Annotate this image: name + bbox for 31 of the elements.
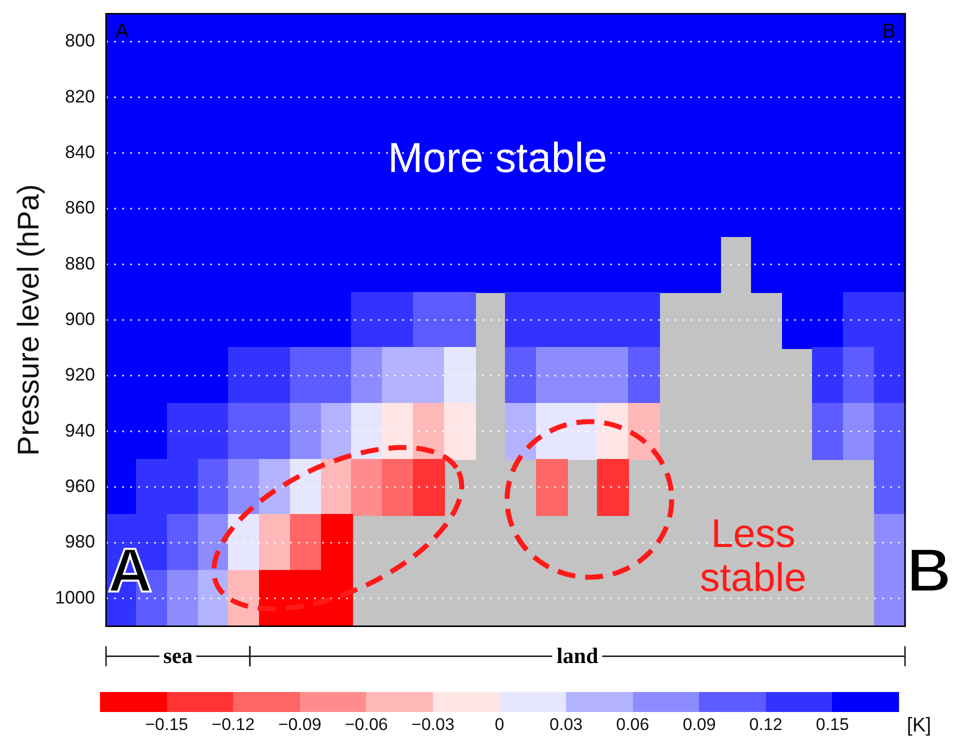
- annotation: More stable: [388, 134, 608, 182]
- text: land: [552, 643, 602, 670]
- y-tick-label: 880: [64, 253, 96, 274]
- color-bar-label: −0.15: [145, 715, 188, 736]
- annotation: A: [115, 20, 129, 44]
- y-axis-title: Pressure level (hPa): [12, 184, 46, 456]
- y-tick-label: 860: [64, 198, 96, 218]
- color-bar-label: −0.12: [212, 715, 255, 736]
- color-bar-label: 0: [494, 715, 504, 736]
- annotation: Less stable: [700, 512, 807, 600]
- color-bar-label: 0.03: [550, 715, 583, 736]
- y-tick-label: 980: [64, 532, 96, 552]
- color-bar-label: −0.09: [278, 715, 322, 736]
- y-tick-label: 800: [64, 30, 96, 51]
- color-bar-label: 0.15: [816, 715, 849, 736]
- y-tick-label: 940: [64, 420, 96, 440]
- color-bar-label: −0.03: [411, 715, 454, 736]
- y-tick-label: 900: [64, 308, 96, 329]
- color-bar-title: [K]: [906, 714, 932, 738]
- y-tick-label: 920: [64, 364, 96, 385]
- y-tick-label: 840: [64, 142, 96, 162]
- color-bar-label: 0.09: [682, 715, 716, 736]
- y-tick-label: 820: [64, 86, 96, 106]
- y-tick-label: 960: [64, 476, 96, 496]
- annotation: B: [882, 20, 896, 44]
- color-bar-label: 0.06: [616, 715, 650, 736]
- color-bar-label: −0.06: [344, 715, 388, 736]
- color-bar-label: 0.12: [749, 715, 782, 736]
- text: sea: [159, 643, 197, 670]
- y-tick-label: 1000: [54, 587, 96, 608]
- annotation: A: [108, 536, 152, 607]
